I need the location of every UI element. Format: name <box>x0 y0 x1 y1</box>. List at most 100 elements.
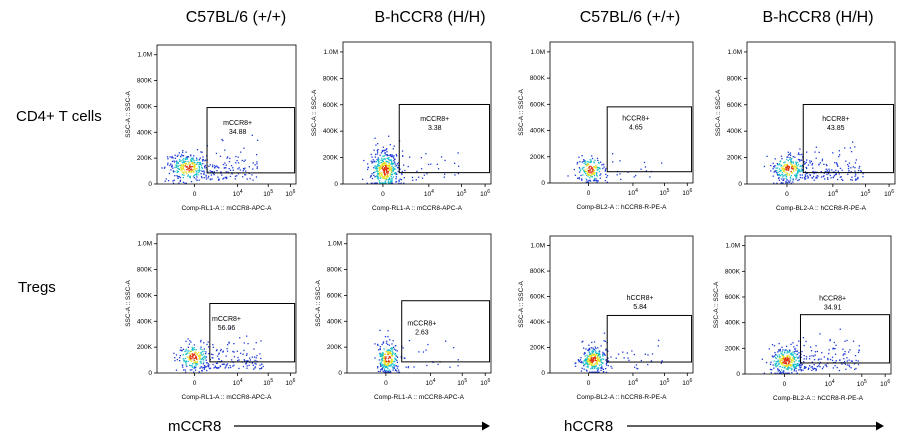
scatter-point <box>208 175 210 178</box>
scatter-point <box>827 173 830 175</box>
scatter-point <box>858 349 860 351</box>
scatter-point <box>201 177 203 179</box>
y-axis-label: SSC-A :: SSC-A <box>518 281 525 328</box>
plot-frame <box>549 41 694 184</box>
scatter-point <box>381 343 383 346</box>
scatter-point <box>605 173 607 175</box>
scatter-point <box>821 160 823 162</box>
scatter-point <box>383 163 385 166</box>
scatter-point <box>800 369 802 371</box>
scatter-point <box>385 350 387 353</box>
scatter-point <box>395 181 397 183</box>
scatter-point <box>385 162 387 164</box>
y-tick-label: 1.0M <box>324 49 338 56</box>
scatter-point <box>773 345 776 347</box>
scatter-point <box>391 360 394 363</box>
scatter-point <box>591 361 593 363</box>
scatter-point <box>195 174 198 176</box>
scatter-points <box>161 134 259 184</box>
scatter-point <box>834 173 836 176</box>
scatter-point <box>590 161 592 163</box>
scatter-point <box>242 365 245 368</box>
scatter-point <box>786 356 788 358</box>
scatter-point <box>786 179 788 181</box>
scatter-point <box>381 182 383 184</box>
scatter-point <box>376 153 379 155</box>
scatter-point <box>582 362 585 364</box>
scatter-point <box>175 369 178 371</box>
scatter-point <box>596 361 598 363</box>
scatter-point <box>182 155 185 157</box>
scatter-point <box>811 355 813 357</box>
scatter-point <box>394 165 396 167</box>
y-tick-label: 0 <box>334 181 338 188</box>
scatter-point <box>184 369 186 371</box>
scatter-point <box>192 159 194 161</box>
scatter-point <box>213 367 215 369</box>
scatter-point <box>398 180 400 182</box>
scatter-point <box>773 355 776 357</box>
scatter-point <box>586 179 588 181</box>
scatter-point <box>602 351 604 353</box>
scatter-point <box>390 364 392 367</box>
scatter-point <box>583 160 586 162</box>
scatter-point <box>578 167 581 169</box>
scatter-point <box>251 174 253 176</box>
scatter-point <box>381 159 383 161</box>
scatter-point <box>186 169 188 171</box>
scatter-point <box>200 358 202 361</box>
scatter-point <box>786 169 788 171</box>
scatter-point <box>585 174 588 176</box>
scatter-point <box>395 370 398 372</box>
scatter-point <box>389 339 391 341</box>
scatter-point <box>834 353 837 355</box>
scatter-point <box>232 365 234 367</box>
scatter-point <box>774 158 776 160</box>
scatter-point <box>770 164 772 167</box>
scatter-point <box>788 168 790 171</box>
scatter-point <box>786 365 788 367</box>
scatter-point <box>606 181 608 183</box>
scatter-point <box>211 170 214 173</box>
scatter-point <box>386 155 389 157</box>
scatter-points <box>761 328 860 374</box>
scatter-point <box>193 349 195 351</box>
scatter-point <box>252 162 254 164</box>
scatter-point <box>811 162 814 165</box>
scatter-point <box>195 363 197 365</box>
scatter-point <box>196 167 198 170</box>
scatter-point <box>195 366 197 369</box>
scatter-point <box>188 352 191 354</box>
scatter-point <box>386 154 388 156</box>
scatter-point <box>393 361 395 363</box>
scatter-point <box>796 173 799 175</box>
scatter-point <box>772 175 774 177</box>
scatter-point <box>404 169 406 172</box>
scatter-point <box>377 148 379 151</box>
scatter-point <box>207 363 209 365</box>
gate-percent: 56.06 <box>218 325 236 332</box>
scatter-point <box>178 175 180 178</box>
scatter-point <box>225 171 227 173</box>
scatter-point <box>783 367 786 369</box>
y-tick-label: 400K <box>137 129 153 136</box>
scatter-point <box>782 182 784 184</box>
scatter-point <box>779 350 781 352</box>
scatter-point <box>372 159 374 161</box>
scatter-point <box>832 367 834 369</box>
scatter-point <box>791 354 793 356</box>
scatter-point <box>383 368 386 370</box>
scatter-point <box>245 170 247 172</box>
scatter-points <box>362 135 460 184</box>
scatter-point <box>595 167 598 169</box>
scatter-point <box>785 169 787 171</box>
y-axis-label: SSC-A :: SSC-A <box>518 89 525 136</box>
scatter-point <box>173 179 175 181</box>
scatter-point <box>826 164 828 167</box>
scatter-point <box>392 163 394 165</box>
scatter-point <box>185 340 187 342</box>
scatter-point <box>589 174 591 176</box>
scatter-point <box>765 361 768 364</box>
